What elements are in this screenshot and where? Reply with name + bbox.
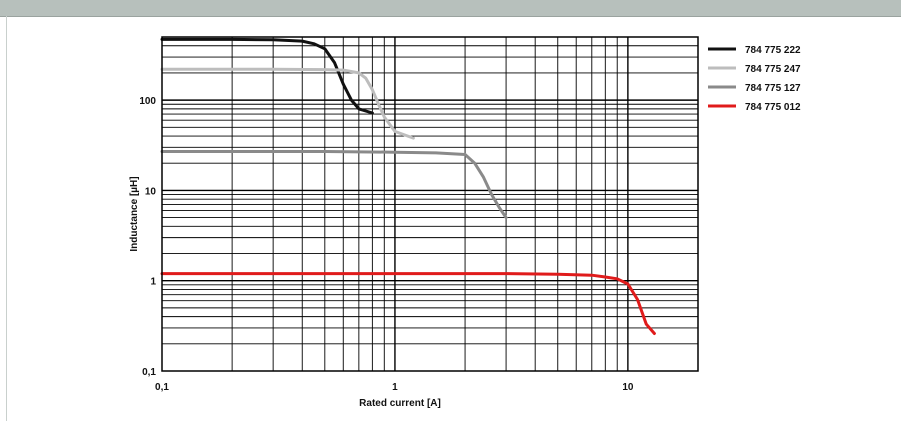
series-line-2 xyxy=(160,67,415,140)
legend-label-2: 784 775 247 xyxy=(745,64,801,75)
left-rule xyxy=(6,16,7,421)
x-tick-label: 0,1 xyxy=(155,382,169,393)
series-line-3 xyxy=(160,150,508,220)
x-axis-title: Rated current [A] xyxy=(359,398,441,409)
grid xyxy=(162,37,698,371)
y-tick-label: 100 xyxy=(139,96,156,107)
series-lines xyxy=(160,37,656,335)
y-axis-title: Inductance [µH] xyxy=(129,176,140,251)
legend-label-1: 784 775 222 xyxy=(745,45,801,56)
y-tick-label: 0,1 xyxy=(142,367,156,378)
y-tick-label: 1 xyxy=(150,277,156,288)
legend-label-4: 784 775 012 xyxy=(745,102,801,113)
header-band xyxy=(0,0,901,17)
series-line-1 xyxy=(160,37,374,115)
legend: 784 775 222 784 775 247 784 775 127 784 775… xyxy=(708,45,801,113)
tick-labels: 0,1 1 10 0,1 1 10 100 xyxy=(139,96,634,393)
series-line-4 xyxy=(160,272,656,335)
x-tick-label: 1 xyxy=(392,382,398,393)
y-tick-label: 10 xyxy=(145,186,157,197)
plot-border xyxy=(161,36,699,372)
legend-label-3: 784 775 127 xyxy=(745,83,801,94)
x-tick-label: 10 xyxy=(622,382,634,393)
